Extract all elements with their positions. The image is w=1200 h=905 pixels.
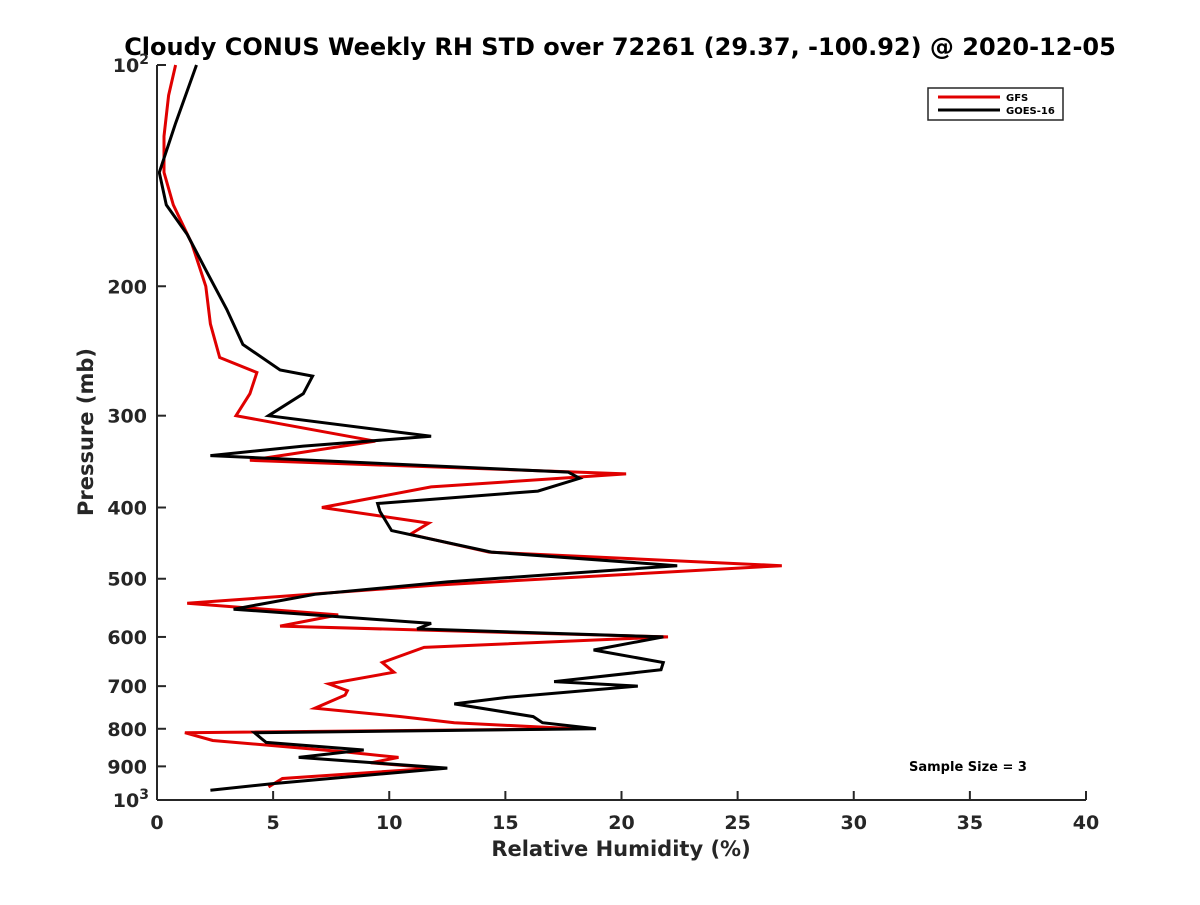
y-tick-label: 300 [107, 406, 147, 428]
legend-label: GFS [1006, 93, 1028, 104]
y-tick-label: 800 [107, 719, 147, 741]
legend-label: GOES-16 [1006, 106, 1055, 117]
y-axis-ticks: 102 200 300 400 500 600 700 800 900 103 [107, 52, 166, 812]
legend: GFS GOES-16 [927, 87, 1064, 121]
plot-area [157, 65, 1086, 800]
y-tick-label: 200 [107, 276, 147, 298]
y-tick-label: 102 [113, 52, 149, 77]
x-tick-label: 30 [841, 812, 867, 834]
x-tick-label: 20 [608, 812, 634, 834]
x-tick-label: 0 [150, 812, 163, 834]
y-tick-label: 400 [107, 498, 147, 520]
legend-box [927, 87, 1064, 121]
y-tick-label: 103 [113, 787, 149, 812]
y-tick-label: 500 [107, 569, 147, 591]
x-tick-label: 25 [724, 812, 750, 834]
y-tick-label: 600 [107, 627, 147, 649]
y-tick-label: 900 [107, 756, 147, 778]
x-tick-label: 15 [492, 812, 518, 834]
y-axis-label: Pressure (mb) [74, 348, 98, 516]
x-tick-label: 40 [1073, 812, 1099, 834]
chart-title: Cloudy CONUS Weekly RH STD over 72261 (2… [124, 33, 1116, 61]
plot-lines [157, 64, 782, 792]
series-line-goes-16 [157, 64, 678, 792]
x-tick-label: 10 [376, 812, 402, 834]
x-axis-label: Relative Humidity (%) [491, 837, 750, 861]
x-tick-label: 5 [267, 812, 280, 834]
x-axis-ticks: 0 5 10 15 20 25 30 35 40 [150, 791, 1099, 834]
y-tick-label: 700 [107, 676, 147, 698]
x-tick-label: 35 [957, 812, 983, 834]
sample-size-annotation: Sample Size = 3 [909, 760, 1027, 775]
